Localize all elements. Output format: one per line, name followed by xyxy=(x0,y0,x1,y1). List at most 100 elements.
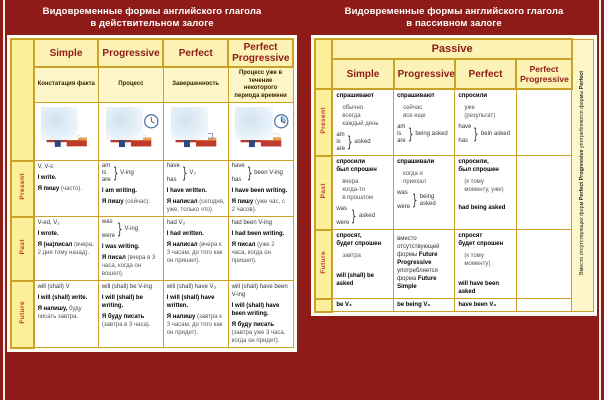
example-en: I have written. xyxy=(166,188,207,194)
active-rowlabel-past: Past xyxy=(10,215,35,282)
passive-formula-perfect-progressive xyxy=(515,298,573,312)
example-ru: Я пишу (уже час, с 2 часов). xyxy=(231,199,285,213)
passive-formula-progressive: be being V₃ xyxy=(393,298,456,312)
formula: V, V-s xyxy=(37,164,54,170)
time-markers: завтра xyxy=(342,253,361,259)
example-en: I have been writing. xyxy=(231,188,288,194)
passive-voice-table: Passive Вместо отсутствующих форм Perfec… xyxy=(313,38,594,313)
example-ru: Я напишу, буду писать завтра. xyxy=(37,306,82,320)
meaning-perfect: Завершенность xyxy=(162,66,229,103)
formula: had been V-ing xyxy=(231,220,273,226)
passive-voice-sheet: Passive Вместо отсутствующих форм Perfec… xyxy=(311,35,597,316)
example-ru: Я писал (уже 2 часа, когда он пришел). xyxy=(231,242,275,264)
active-voice-sheet: Simple Progressive Perfect Perfect Progr… xyxy=(7,35,297,352)
illustration-row xyxy=(10,102,294,161)
meaning-perfect-progressive: Процесс уже в течение некоторого периода… xyxy=(227,66,294,103)
passive-aspect-progressive: Progressive xyxy=(392,58,456,90)
time-markers: когда я приехал xyxy=(403,171,427,185)
active-rowlabel-present: Present xyxy=(10,159,35,218)
time-markers: уже (результат) xyxy=(464,105,496,119)
meaning-row: Констатация факта Процесс Завершенность … xyxy=(10,66,294,103)
illustration-perfect-progressive xyxy=(227,102,294,161)
active-past-simple: V-ed, V₂ I wrote. Я (на)писал (вчера, 2 … xyxy=(33,216,99,281)
example-en: I write. xyxy=(37,175,57,181)
formula-brace: have has } been V-ing xyxy=(231,163,283,183)
active-future-simple: will (shall) V I will (shall) write. Я н… xyxy=(33,280,99,348)
active-present-perfect-progressive: have has } been V-ing I have been writing.… xyxy=(227,160,294,217)
active-present-perfect: have has } V₃ I have written. Я написал (с… xyxy=(162,160,229,217)
passive-past-row: Past спросили был спрошен вчера когда-то… xyxy=(313,154,594,231)
passive-present-simple: спрашивают обычно всегда каждый день am i… xyxy=(331,88,395,156)
passive-title-line2: в пассивном залоге xyxy=(406,18,502,29)
formula: will have been asked xyxy=(458,281,500,295)
example-en: I had been writing. xyxy=(231,231,285,237)
illustration-progressive xyxy=(97,102,164,161)
passive-past-simple: спросили был спрошен вчера когда-то в пр… xyxy=(331,155,395,230)
active-future-perfect-progressive: will (shall) have been V-ing I will (sha… xyxy=(227,280,294,348)
passive-voice-header-row: Passive Вместо отсутствующих форм Perfec… xyxy=(313,38,594,312)
time-markers: (к тому моменту, уже) xyxy=(464,179,504,193)
meaning-ru: спрашивают xyxy=(397,93,435,99)
meaning-ru: спросят будет спрошен xyxy=(458,233,504,247)
example-ru: Я буду писать (завтра в 3 часа). xyxy=(101,314,151,328)
passive-present-perfect-progressive xyxy=(515,88,573,156)
example-ru: Я написал (вчера к 3 часам, до того как … xyxy=(166,242,223,264)
formula: will (shall) have been V-ing xyxy=(231,284,288,298)
passive-aspect-perfect-progressive: Perfect Progressive xyxy=(515,58,573,90)
example-en: I will (shall) write. xyxy=(37,295,88,301)
passive-future-row: Future спросят, будет спрошен завтра wil… xyxy=(313,228,594,300)
example-en: I had written. xyxy=(166,231,204,237)
passive-formula-row: be V₃ be being V₃ have been V₃ xyxy=(313,298,594,313)
meaning-ru: спрашивали xyxy=(397,159,435,165)
active-title-line2: в действительном залоге xyxy=(90,18,214,29)
active-rowlabel-future: Future xyxy=(10,279,35,349)
example-en: I will (shall) be writing. xyxy=(101,295,143,309)
active-title-line1: Видовременные формы английского глагола xyxy=(42,6,262,17)
active-present-row: Present V, V-s I write. Я пишу (часто). … xyxy=(10,159,294,218)
formula-brace: was were } being asked xyxy=(397,190,436,210)
formula: had being asked xyxy=(458,205,506,211)
passive-aspect-simple: Simple xyxy=(331,58,395,90)
formula: V-ed, V₂ xyxy=(37,220,60,226)
passive-past-perfect-progressive xyxy=(515,155,573,230)
formula: will (shall) have V₃ xyxy=(166,284,216,290)
active-present-simple: V, V-s I write. Я пишу (часто). xyxy=(33,160,99,217)
passive-future-progressive: вместо отсутствующей формы Future Progre… xyxy=(393,229,456,299)
active-present-progressive: am is are } V-ing I am writing. Я пишу (сей… xyxy=(97,160,164,217)
formula: will (shall) be V-ing xyxy=(101,284,152,290)
example-ru: Я напишу (завтра к 3 часам, до того как … xyxy=(166,314,223,336)
illustration-perfect xyxy=(162,102,229,161)
passive-rowlabel-present: Present xyxy=(313,88,334,157)
meaning-progressive: Процесс xyxy=(97,66,164,103)
passive-aspect-header-row: Simple Progressive Perfect Perfect Progr… xyxy=(313,58,594,90)
example-en: I am writing. xyxy=(101,188,137,194)
formula-rowlabel xyxy=(313,298,334,313)
formula-brace: am is are } being asked xyxy=(397,124,448,144)
meaning-simple: Констатация факта xyxy=(33,66,99,103)
passive-future-perfect-progressive xyxy=(515,229,573,299)
passive-present-row: Present спрашивают обычно всегда каждый … xyxy=(313,88,594,157)
aspect-header-progressive: Progressive xyxy=(97,38,165,68)
passive-aspect-rowlabel xyxy=(313,59,334,89)
time-markers: вчера когда-то в прошлом xyxy=(342,179,373,201)
passive-present-perfect: спросили уже (результат) have has } bein a… xyxy=(454,88,517,156)
passive-future-simple: спросят, будет спрошен завтра will (shal… xyxy=(331,229,395,299)
aspect-header-perfect: Perfect xyxy=(162,38,230,68)
example-ru: Я (на)писал (вчера, 2 дня тому назад). xyxy=(37,242,94,256)
active-voice-panel: Видовременные формы английского глагола … xyxy=(3,0,297,400)
passive-rowlabel-future: Future xyxy=(313,228,334,300)
passive-formula-simple: be V₃ xyxy=(331,298,395,312)
aspect-header-perfect-progressive: Perfect Progressive xyxy=(227,38,294,68)
meaning-ru: спросят, будет спрошен xyxy=(336,233,382,247)
formula-brace: am is are } V-ing xyxy=(101,163,134,183)
active-future-perfect: will (shall) have V₃ I will (shall) have… xyxy=(162,280,229,348)
formula: will (shall) V xyxy=(37,284,70,290)
example-ru: Я написал (сегодня, уже, только что). xyxy=(166,199,225,213)
example-ru: Я пишу (сейчас). xyxy=(101,199,151,205)
passive-aspect-perfect: Perfect xyxy=(453,58,518,90)
formula: had V₃ xyxy=(166,220,185,226)
active-past-row: Past V-ed, V₂ I wrote. Я (на)писал (вчер… xyxy=(10,215,294,282)
passive-header: Passive xyxy=(331,38,573,60)
passive-voice-title: Видовременные формы английского глагола … xyxy=(304,0,604,35)
